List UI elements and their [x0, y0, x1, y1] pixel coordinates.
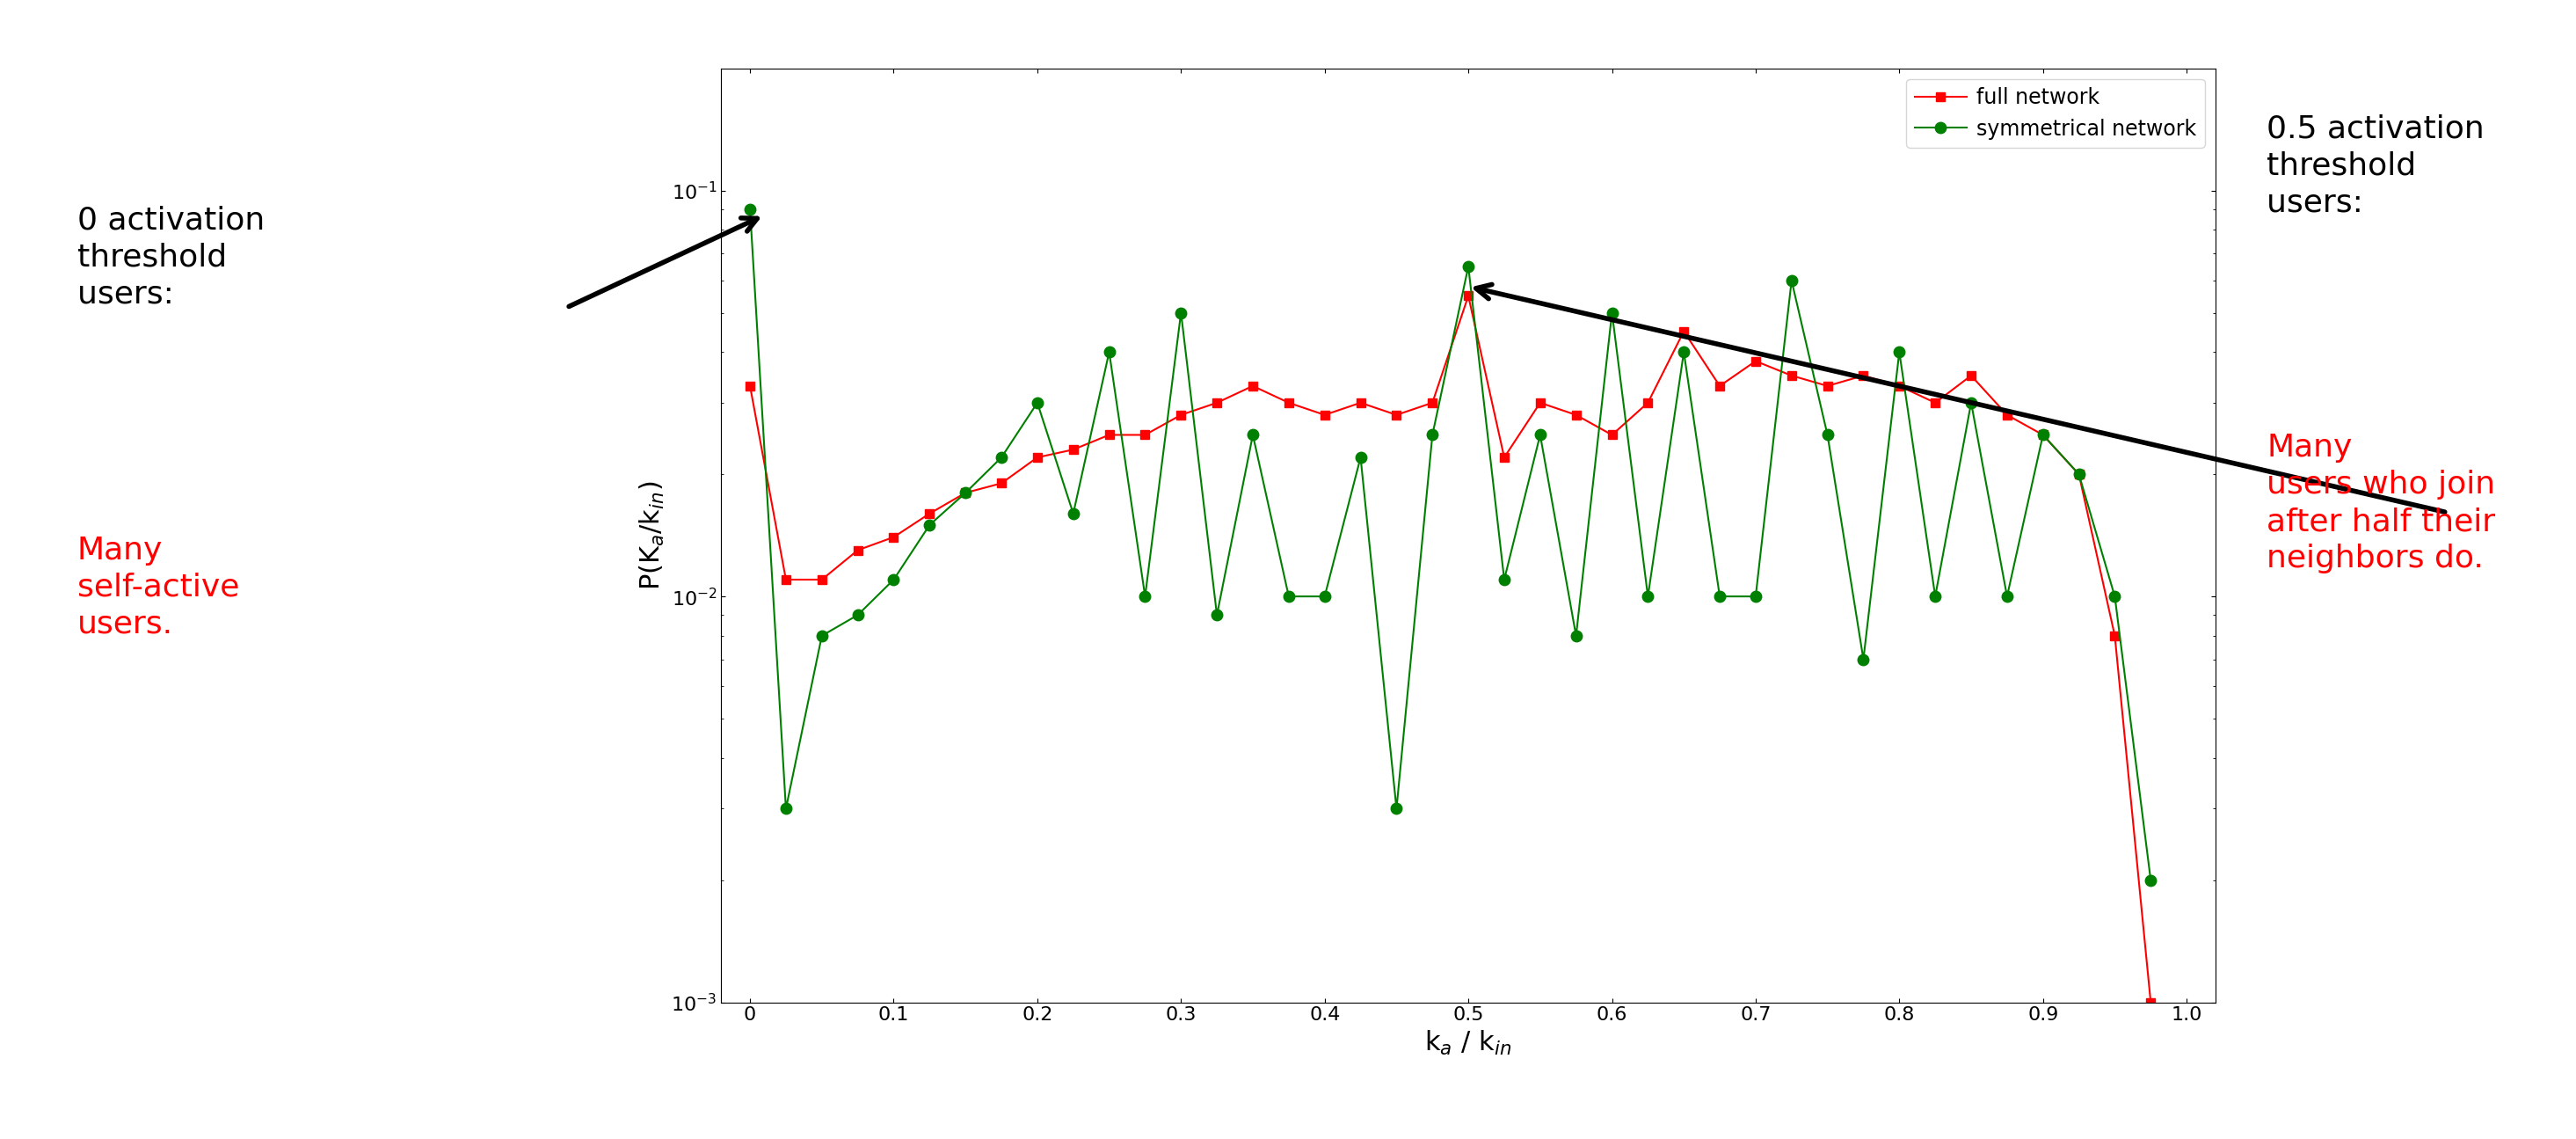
symmetrical network — [842, 608, 873, 622]
Text: Many
self-active
users.: Many self-active users. — [77, 535, 240, 639]
full network — [1381, 408, 1412, 421]
symmetrical network — [806, 629, 837, 642]
symmetrical network — [1273, 590, 1303, 604]
full network — [2136, 995, 2166, 1009]
symmetrical network — [2136, 874, 2166, 887]
full network — [1525, 396, 1556, 410]
full network — [1095, 428, 1126, 442]
full network — [806, 573, 837, 587]
symmetrical network — [1705, 590, 1736, 604]
symmetrical network — [1453, 260, 1484, 273]
symmetrical network — [914, 518, 945, 532]
symmetrical network — [1955, 396, 1986, 410]
full network — [1597, 428, 1628, 442]
full network — [1164, 408, 1195, 421]
full network — [1489, 451, 1520, 465]
symmetrical network — [1023, 396, 1054, 410]
symmetrical network — [1525, 428, 1556, 442]
full network — [734, 379, 765, 393]
Text: Many
users who join
after half their
neighbors do.: Many users who join after half their nei… — [2267, 433, 2496, 574]
full network — [2099, 629, 2130, 642]
symmetrical network — [1561, 629, 1592, 642]
symmetrical network — [770, 802, 801, 816]
full network — [1991, 408, 2022, 421]
full network — [1453, 289, 1484, 303]
symmetrical network — [987, 451, 1018, 465]
full network — [2027, 428, 2058, 442]
symmetrical network — [2027, 428, 2058, 442]
full network — [878, 531, 909, 544]
full network — [1919, 396, 1950, 410]
full network — [951, 486, 981, 500]
Line: symmetrical network: symmetrical network — [744, 204, 2156, 886]
full network — [842, 543, 873, 557]
symmetrical network — [1095, 345, 1126, 359]
Legend: full network, symmetrical network: full network, symmetrical network — [1906, 79, 2205, 148]
full network — [1200, 396, 1231, 410]
full network — [1847, 369, 1878, 383]
full network — [1561, 408, 1592, 421]
full network — [770, 573, 801, 587]
symmetrical network — [1489, 573, 1520, 587]
full network — [914, 507, 945, 521]
symmetrical network — [1775, 273, 1806, 287]
full network — [1309, 408, 1340, 421]
full network — [1273, 396, 1303, 410]
symmetrical network — [1991, 590, 2022, 604]
full network — [1955, 369, 1986, 383]
full network — [1811, 379, 1842, 393]
full network — [1741, 354, 1772, 368]
full network — [1883, 379, 1914, 393]
full network — [1705, 379, 1736, 393]
full network — [1059, 443, 1090, 457]
symmetrical network — [1309, 590, 1340, 604]
symmetrical network — [878, 573, 909, 587]
full network — [987, 476, 1018, 490]
full network — [1131, 428, 1162, 442]
symmetrical network — [1633, 590, 1664, 604]
symmetrical network — [1919, 590, 1950, 604]
symmetrical network — [1236, 428, 1267, 442]
symmetrical network — [1345, 451, 1376, 465]
Text: 0.5 activation
threshold
users:: 0.5 activation threshold users: — [2267, 114, 2486, 218]
symmetrical network — [1381, 802, 1412, 816]
full network — [1236, 379, 1267, 393]
symmetrical network — [1811, 428, 1842, 442]
X-axis label: k$_a$ / k$_{in}$: k$_a$ / k$_{in}$ — [1425, 1029, 1512, 1057]
full network — [1669, 325, 1700, 338]
symmetrical network — [734, 203, 765, 216]
symmetrical network — [1741, 590, 1772, 604]
symmetrical network — [1669, 345, 1700, 359]
symmetrical network — [1059, 507, 1090, 521]
symmetrical network — [2063, 467, 2094, 481]
full network — [1775, 369, 1806, 383]
full network — [2063, 467, 2094, 481]
symmetrical network — [951, 486, 981, 500]
Y-axis label: P(K$_a$/k$_{in}$): P(K$_a$/k$_{in}$) — [639, 481, 667, 590]
symmetrical network — [1200, 608, 1231, 622]
symmetrical network — [1164, 306, 1195, 320]
full network — [1633, 396, 1664, 410]
Line: full network: full network — [744, 292, 2156, 1007]
symmetrical network — [1131, 590, 1162, 604]
full network — [1023, 451, 1054, 465]
symmetrical network — [1847, 653, 1878, 666]
symmetrical network — [2099, 590, 2130, 604]
symmetrical network — [1417, 428, 1448, 442]
symmetrical network — [1883, 345, 1914, 359]
symmetrical network — [1597, 306, 1628, 320]
full network — [1417, 396, 1448, 410]
full network — [1345, 396, 1376, 410]
Text: 0 activation
threshold
users:: 0 activation threshold users: — [77, 205, 265, 309]
